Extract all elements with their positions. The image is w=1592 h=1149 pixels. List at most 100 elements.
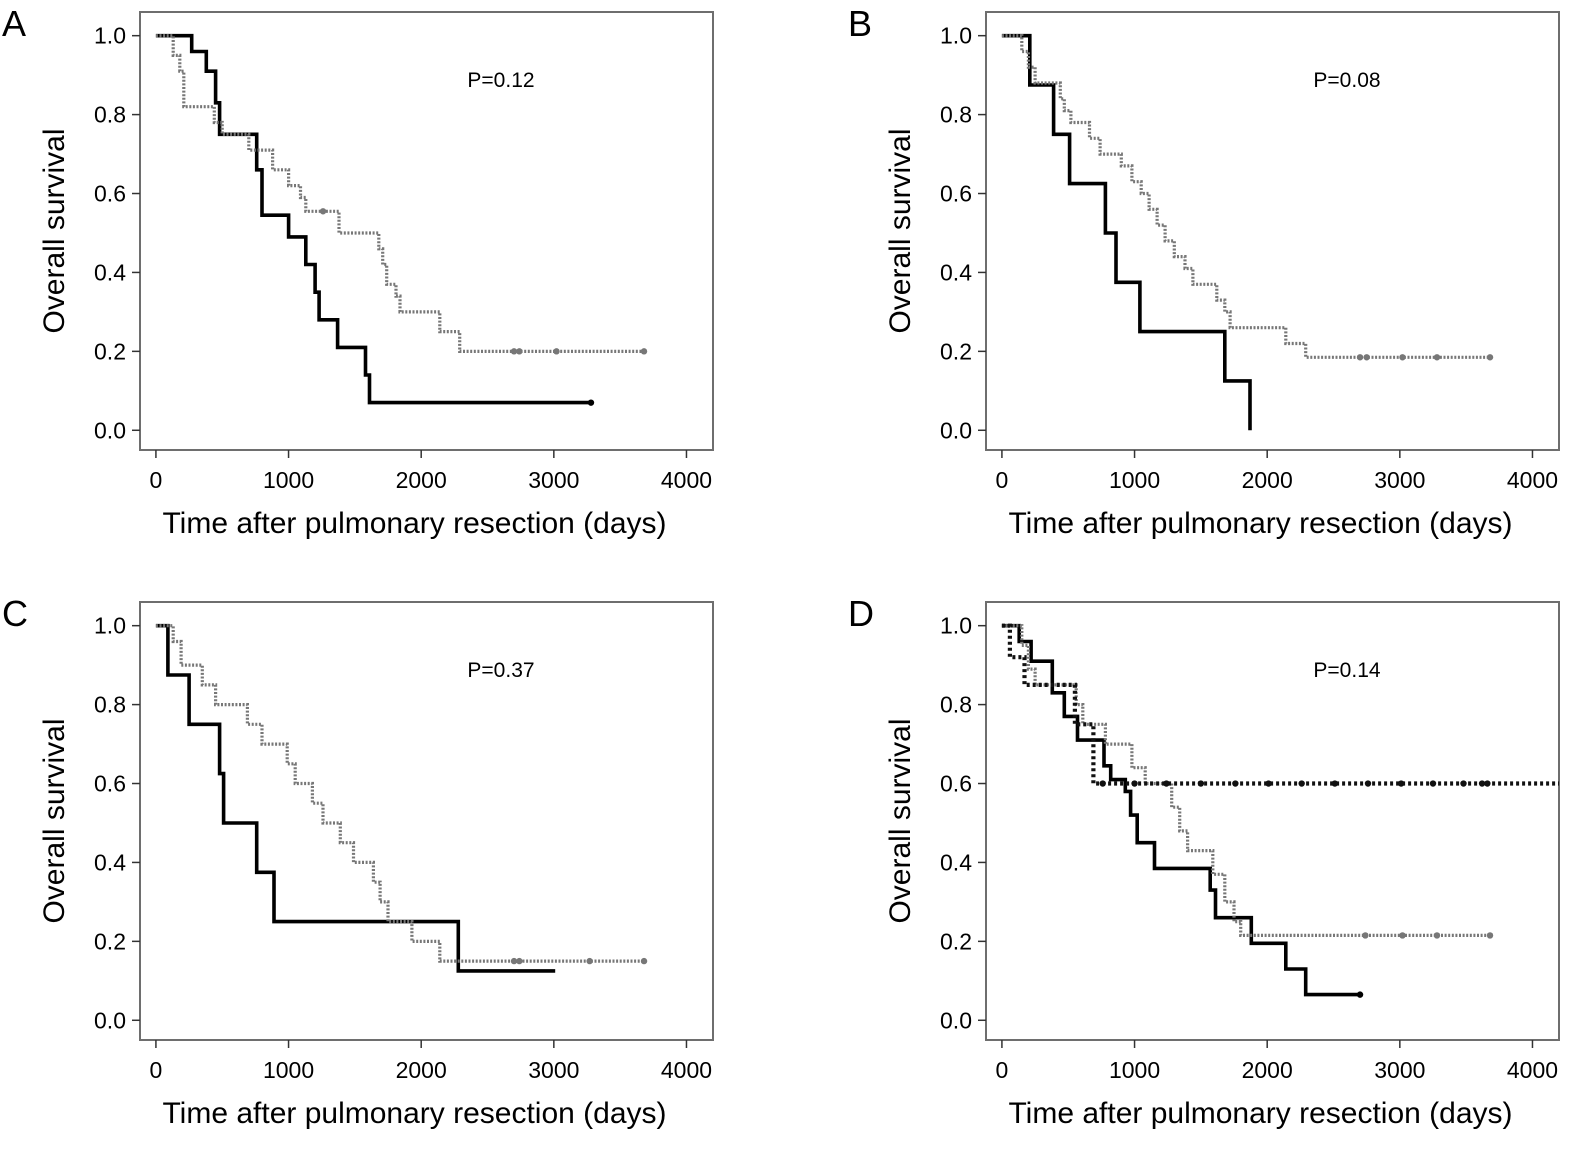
y-axis-title: Overall survival <box>884 128 917 333</box>
y-tick-label: 0.8 <box>94 102 126 128</box>
survival-curve-dotted-grey <box>1001 34 1494 361</box>
x-axis-title: Time after pulmonary resection (days) <box>162 507 666 540</box>
survival-step-line <box>155 34 644 353</box>
x-tick-label: 2000 <box>1242 1057 1293 1083</box>
censor-mark <box>1232 780 1239 787</box>
panel-label: B <box>848 3 872 44</box>
y-tick-label: 0.2 <box>94 338 126 364</box>
p-value-annotation: P=0.37 <box>467 659 534 682</box>
survival-step-line <box>155 623 556 973</box>
y-axis-title: Overall survival <box>884 718 917 923</box>
survival-curve-dotted-grey <box>155 624 648 965</box>
y-tick-label: 0.2 <box>940 338 972 364</box>
censor-mark <box>1363 354 1370 361</box>
y-tick-label: 0.0 <box>940 417 972 443</box>
censor-mark <box>587 399 595 406</box>
x-tick-label: 3000 <box>1374 467 1425 493</box>
chart-panel-d: 0.0 0.2 0.4 0.6 0.8 1.0 0 1000 2000 3000 4000 Time … <box>848 593 1560 1130</box>
survival-curve-solid-black <box>155 623 556 973</box>
x-tick-label: 1000 <box>1109 467 1160 493</box>
censor-mark <box>1356 991 1364 998</box>
survival-curve-solid-black <box>1001 33 1252 431</box>
y-tick-label: 0.8 <box>940 102 972 128</box>
censor-mark <box>1433 932 1441 939</box>
x-axis-title: Time after pulmonary resection (days) <box>162 1097 666 1130</box>
panel-label: A <box>2 3 26 44</box>
censor-mark <box>1298 780 1305 787</box>
y-tick-label: 0.6 <box>940 181 972 207</box>
y-tick-label: 0.0 <box>94 417 126 443</box>
panel-label: D <box>848 593 874 634</box>
y-tick-label: 1.0 <box>940 613 972 639</box>
plot-frame <box>985 601 1560 1041</box>
censor-mark <box>1356 354 1364 361</box>
y-tick-label: 0.4 <box>94 849 126 875</box>
y-tick-label: 0.8 <box>940 692 972 718</box>
censor-mark <box>1399 932 1406 939</box>
survival-curve-heavy-dotted-black <box>1001 623 1559 787</box>
panel-label: C <box>2 593 28 634</box>
survival-curve-solid-black <box>155 33 595 406</box>
survival-step-line <box>1001 623 1360 997</box>
censor-mark <box>1397 780 1405 787</box>
censor-mark <box>640 957 648 965</box>
censor-mark <box>1486 932 1494 939</box>
y-tick-label: 0.4 <box>94 259 126 285</box>
survival-step-line <box>155 624 644 963</box>
censor-mark <box>319 208 327 215</box>
plot-frame <box>985 11 1560 451</box>
censor-mark <box>1484 780 1491 787</box>
chart-panel-c: 0.0 0.2 0.4 0.6 0.8 1.0 0 1000 2000 3000 4000 Time … <box>2 593 714 1130</box>
censor-mark <box>1460 780 1467 787</box>
x-axis-title: Time after pulmonary resection (days) <box>1008 507 1512 540</box>
censor-mark <box>1131 780 1138 787</box>
censor-mark <box>1099 780 1106 787</box>
x-tick-label: 4000 <box>1507 467 1558 493</box>
censor-mark <box>1364 780 1372 787</box>
x-axis-title: Time after pulmonary resection (days) <box>1008 1097 1512 1130</box>
x-tick-label: 2000 <box>1242 467 1293 493</box>
censor-mark <box>1197 780 1205 787</box>
y-axis-title: Overall survival <box>38 128 71 333</box>
x-tick-label: 4000 <box>661 467 712 493</box>
x-tick-label: 1000 <box>263 1057 314 1083</box>
x-tick-label: 4000 <box>661 1057 712 1083</box>
x-tick-label: 3000 <box>528 1057 579 1083</box>
chart-panel-b: 0.0 0.2 0.4 0.6 0.8 1.0 0 1000 2000 3000 4000 Time … <box>848 3 1560 540</box>
x-tick-label: 4000 <box>1507 1057 1558 1083</box>
x-tick-label: 0 <box>150 467 163 493</box>
x-tick-label: 0 <box>150 1057 163 1083</box>
censor-mark <box>1331 780 1339 787</box>
censor-mark <box>1486 354 1494 361</box>
y-tick-label: 0.8 <box>94 692 126 718</box>
y-tick-label: 1.0 <box>940 23 972 49</box>
p-value-annotation: P=0.08 <box>1313 69 1380 92</box>
censor-mark <box>553 348 560 355</box>
y-tick-label: 0.0 <box>94 1007 126 1033</box>
censor-mark <box>1265 780 1272 787</box>
y-tick-label: 0.0 <box>940 1007 972 1033</box>
x-tick-label: 3000 <box>528 467 579 493</box>
survival-step-line <box>155 33 591 405</box>
survival-curve-dotted-grey <box>1001 624 1494 939</box>
y-tick-label: 0.6 <box>94 771 126 797</box>
y-tick-label: 0.2 <box>94 928 126 954</box>
chart-panel-a: 0.0 0.2 0.4 0.6 0.8 1.0 0 1000 2000 3000 4000 Time … <box>2 3 714 540</box>
censor-mark <box>586 957 593 965</box>
censor-mark <box>1429 780 1437 787</box>
x-tick-label: 1000 <box>263 467 314 493</box>
survival-curve-dotted-grey <box>155 34 648 355</box>
y-tick-label: 0.2 <box>940 928 972 954</box>
y-tick-label: 0.6 <box>940 771 972 797</box>
censor-mark <box>516 957 523 965</box>
p-value-annotation: P=0.14 <box>1313 659 1380 682</box>
p-value-annotation: P=0.12 <box>467 69 534 92</box>
censor-mark <box>640 348 648 355</box>
y-tick-label: 1.0 <box>94 613 126 639</box>
x-tick-label: 0 <box>996 1057 1009 1083</box>
y-tick-label: 1.0 <box>94 23 126 49</box>
censor-mark <box>1433 354 1441 361</box>
x-tick-label: 3000 <box>1374 1057 1425 1083</box>
plot-frame <box>139 601 714 1041</box>
